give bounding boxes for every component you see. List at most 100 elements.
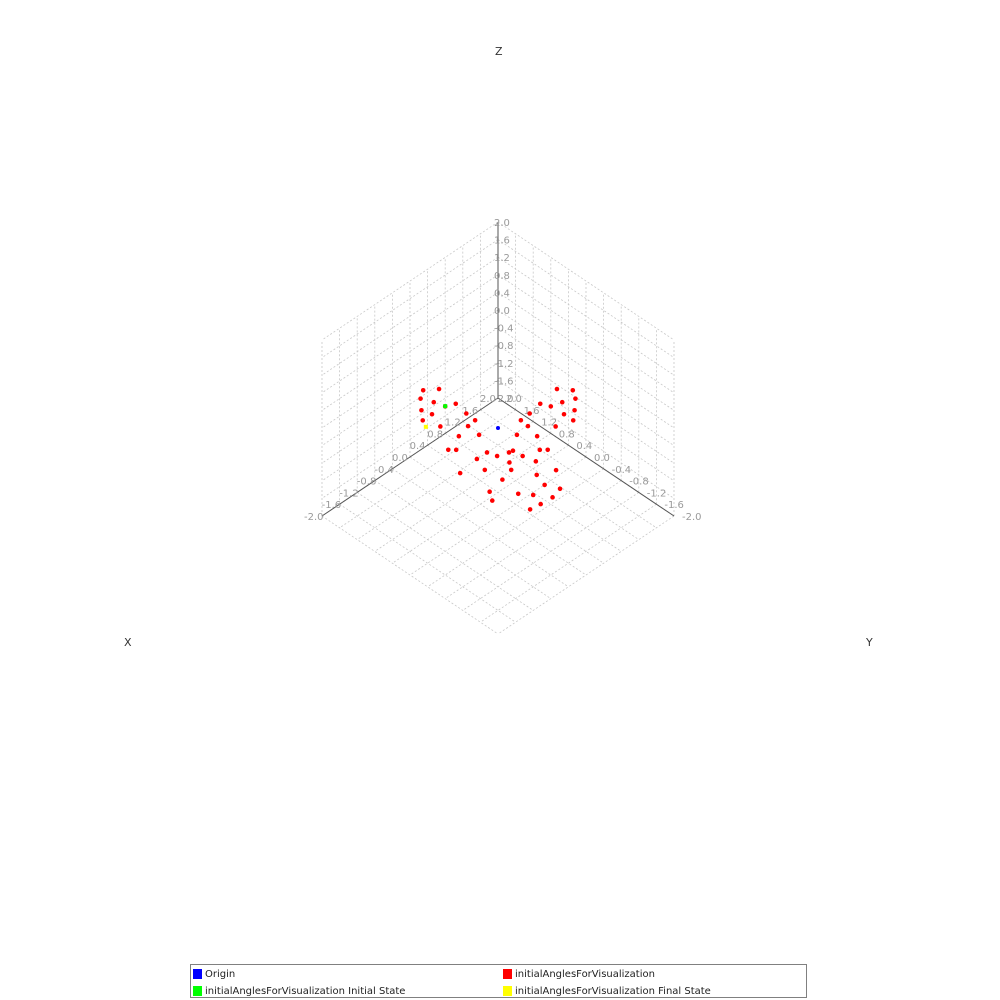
wall-grid-line xyxy=(321,256,499,376)
x-axis-label: X xyxy=(124,636,132,649)
data-points xyxy=(418,386,578,512)
y-tick-label: -0.8 xyxy=(629,477,649,488)
point-initialanglesforvisualization xyxy=(559,399,565,405)
point-initialanglesforvisualization xyxy=(557,486,563,492)
wall-grid-line xyxy=(497,309,675,429)
y-axis-label: Y xyxy=(865,636,873,649)
point-initialanglesforvisualization xyxy=(530,492,536,498)
point-initialanglesforvisualization xyxy=(537,401,543,407)
floor-grid-line xyxy=(374,480,552,599)
point-initialanglesforvisualization xyxy=(438,424,443,429)
point-initialanglesforvisualization xyxy=(510,448,516,454)
z-tick-label: 1.6 xyxy=(494,236,510,247)
x-tick-label: -2.0 xyxy=(304,512,324,523)
axes xyxy=(321,222,675,517)
point-initialanglesforvisualization xyxy=(464,411,469,416)
x-tick-label: -1.6 xyxy=(322,500,342,511)
point-initialanglesforvisualization xyxy=(476,432,482,438)
point-initialanglesforvisualization xyxy=(453,401,459,407)
point-initialanglesforvisualization xyxy=(561,411,567,417)
point-initialanglesforvisualization xyxy=(553,424,558,429)
floor-grid-line xyxy=(462,492,640,611)
wall-grid-line xyxy=(497,327,675,446)
z-tick-label: -0.8 xyxy=(494,341,514,352)
wall-grid-line xyxy=(497,239,675,358)
x-tick-label: 0.4 xyxy=(410,441,426,452)
point-initialanglesforvisualization xyxy=(572,407,577,413)
x-tick-label: 1.2 xyxy=(445,418,461,429)
point-initialanglesforvisualization xyxy=(487,489,492,495)
legend-label-initial-state: initialAnglesForVisualization Initial St… xyxy=(205,985,406,997)
legend-item-final-state: initialAnglesForVisualization Final Stat… xyxy=(503,983,711,999)
point-initialanglesforvisualization xyxy=(573,396,578,401)
floor-grid-line xyxy=(356,421,534,540)
point-initialanglesforvisualization xyxy=(570,388,576,393)
legend-swatch-initial-state xyxy=(193,986,202,996)
point-initialanglesforvisualization xyxy=(534,472,540,478)
point-initialanglesforvisualization xyxy=(456,433,462,439)
tick-labels: 2.02.0 2.01.61.6 1.61.21.2 1.20.80.8 0.80.40… xyxy=(304,218,702,523)
point-initialanglesforvisualization xyxy=(538,501,543,507)
wall-grid-line xyxy=(497,292,675,411)
y-tick-label: 2.0 xyxy=(506,394,522,405)
point-initialanglesforvisualization xyxy=(484,450,490,455)
point-initialanglesforvisualization xyxy=(489,498,495,503)
point-initialanglesforvisualization xyxy=(570,418,576,423)
point-initialanglesforvisualization xyxy=(453,447,459,453)
point-initialanglesforvisualization xyxy=(542,482,547,488)
wall-grid-line xyxy=(321,362,499,482)
floor-grid-line xyxy=(409,456,587,576)
y-tick-label: 0.8 xyxy=(559,429,575,440)
legend-label-origin: Origin xyxy=(205,968,236,980)
wall-grid-line xyxy=(497,256,675,376)
wall-grid-line xyxy=(497,362,675,482)
point-initialanglesforvisualization xyxy=(527,507,533,512)
wall-grid-line xyxy=(321,309,499,429)
point-initialanglesforvisualization xyxy=(431,399,437,405)
z-tick-label: 2.0 xyxy=(494,218,510,229)
floor-grid-line xyxy=(497,515,675,635)
y-tick-label: 0.4 xyxy=(576,441,592,452)
z-tick-label: -1.2 xyxy=(494,359,514,370)
z-tick-label: 0.8 xyxy=(494,271,510,282)
wall-grid-line xyxy=(321,239,499,358)
wall-grid-line xyxy=(497,221,675,341)
legend-swatch-final-state xyxy=(503,986,512,996)
legend-swatch-series xyxy=(503,969,512,979)
point-initialanglesforvisualization xyxy=(419,407,424,413)
point-initialanglesforvisualization-initial-state xyxy=(443,404,448,409)
point-origin xyxy=(496,426,500,430)
legend-label-series: initialAnglesForVisualization xyxy=(515,968,655,980)
y-tick-label: -0.4 xyxy=(612,465,632,476)
x-tick-label: -0.8 xyxy=(357,477,377,488)
floor-grid-line xyxy=(392,468,569,588)
z-tick-label: 1.2 xyxy=(494,253,510,264)
point-initialanglesforvisualization xyxy=(550,495,555,500)
y-axis-line xyxy=(497,397,675,517)
z-tick-label: -1.6 xyxy=(494,376,514,387)
point-initialanglesforvisualization xyxy=(518,417,524,423)
point-initialanglesforvisualization xyxy=(520,453,525,459)
legend-swatch-origin xyxy=(193,969,202,979)
floor-grid-line xyxy=(356,492,534,611)
y-tick-label: -2.0 xyxy=(682,512,702,523)
point-initialanglesforvisualization xyxy=(553,467,559,473)
z-tick-label: -0.4 xyxy=(494,324,514,335)
x-tick-label: 0.0 xyxy=(392,453,408,464)
floor-grid-line xyxy=(462,421,640,540)
point-initialanglesforvisualization xyxy=(500,477,505,482)
y-tick-label: -1.2 xyxy=(647,488,667,499)
x-tick-label: 2.0 xyxy=(480,394,496,405)
x-tick-label: 1.6 xyxy=(462,406,478,417)
legend-label-final-state: initialAnglesForVisualization Final Stat… xyxy=(515,985,711,997)
wall-grid-line xyxy=(497,274,675,394)
point-initialanglesforvisualization xyxy=(418,396,423,401)
floor-grid-line xyxy=(427,468,604,588)
z-tick-label: 0.4 xyxy=(494,288,510,299)
floor-grid-line xyxy=(339,503,516,623)
y-tick-label: 1.6 xyxy=(524,406,540,417)
x-tick-label: -0.4 xyxy=(374,465,394,476)
point-initialanglesforvisualization xyxy=(420,388,426,393)
point-initialanglesforvisualization xyxy=(554,386,560,392)
grid xyxy=(321,221,675,635)
